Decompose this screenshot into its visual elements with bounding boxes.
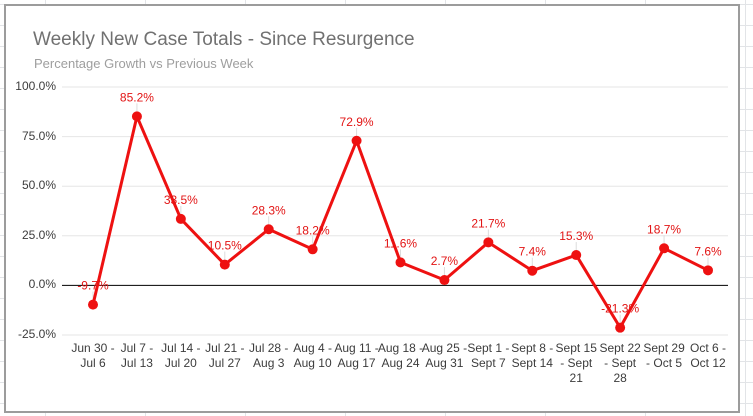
data-point-marker[interactable]	[175, 213, 186, 224]
data-point-marker[interactable]	[439, 275, 450, 286]
data-point-marker[interactable]	[659, 243, 670, 254]
chart-card[interactable]: Weekly New Case Totals - Since Resurgenc…	[4, 4, 740, 413]
data-point-marker[interactable]	[703, 265, 713, 276]
data-point-marker[interactable]	[131, 111, 142, 122]
data-point-marker[interactable]	[351, 135, 362, 146]
data-point-marker[interactable]	[263, 224, 274, 235]
data-point-marker[interactable]	[527, 265, 538, 276]
data-point-marker[interactable]	[219, 259, 230, 270]
data-point-marker[interactable]	[88, 299, 98, 310]
data-point-marker[interactable]	[307, 244, 318, 255]
data-point-marker[interactable]	[395, 257, 406, 268]
data-point-marker[interactable]	[615, 322, 626, 333]
chart-title: Weekly New Case Totals - Since Resurgenc…	[33, 29, 415, 50]
chart-subtitle: Percentage Growth vs Previous Week	[34, 56, 254, 71]
data-point-marker[interactable]	[483, 237, 494, 248]
data-point-marker[interactable]	[571, 250, 582, 261]
